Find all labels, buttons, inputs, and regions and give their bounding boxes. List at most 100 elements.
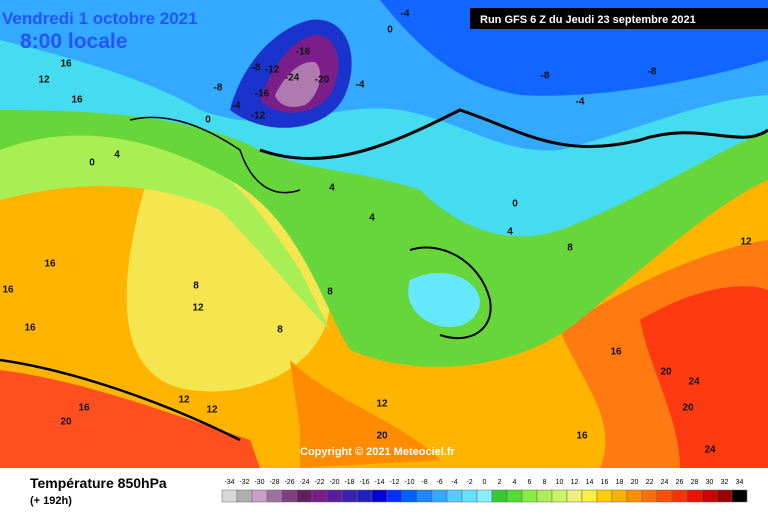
scale-swatch — [476, 489, 493, 503]
scale-label: 30 — [706, 479, 714, 486]
contour-label: 12 — [178, 395, 190, 406]
contour-label: -24 — [285, 73, 300, 84]
contour-label: 20 — [682, 403, 694, 414]
scale-swatch — [296, 489, 313, 503]
scale-label: -30 — [254, 479, 264, 486]
scale-swatch — [716, 489, 733, 503]
scale-swatch — [701, 489, 718, 503]
forecast-time: 8:00 locale — [20, 30, 127, 53]
scale-swatch — [221, 489, 238, 503]
scale-swatch — [461, 489, 478, 503]
contour-label: 16 — [71, 95, 83, 106]
contour-label: 4 — [369, 213, 375, 224]
contour-label: 8 — [193, 281, 199, 292]
footer-lead: (+ 192h) — [30, 495, 72, 507]
contour-label: 16 — [576, 431, 588, 442]
scale-label: -22 — [314, 479, 324, 486]
contour-label: -4 — [232, 101, 241, 112]
contour-label: 8 — [567, 243, 573, 254]
contour-label: 16 — [610, 347, 622, 358]
contour-label: 4 — [507, 227, 513, 238]
scale-swatch — [266, 489, 283, 503]
contour-label: 0 — [89, 158, 95, 169]
contour-label: -16 — [296, 47, 311, 58]
contour-label: 12 — [740, 237, 752, 248]
scale-label: 18 — [616, 479, 624, 486]
scale-label: -12 — [389, 479, 399, 486]
contour-labels: -16 -20 -24 -12 -16 -12 -8 -8 -4 0 -4 -8 -8 -4 -4 0 16 12… — [2, 9, 752, 456]
contour-label: -8 — [648, 67, 657, 78]
contour-label: -8 — [252, 63, 261, 74]
scale-label: -10 — [404, 479, 414, 486]
contour-label: 0 — [205, 115, 211, 126]
scale-swatch — [281, 489, 298, 503]
scale-label: -34 — [224, 479, 234, 486]
contour-label: 16 — [24, 323, 36, 334]
contour-label: 24 — [704, 445, 716, 456]
scale-label: -6 — [436, 479, 442, 486]
contour-label: 20 — [376, 431, 388, 442]
scale-swatch — [731, 489, 748, 503]
contour-label: -16 — [255, 89, 270, 100]
color-scale: -34 -32 -30 -28 -26 -24 -22 -20 -18 -16 -14 -12 -10-… — [221, 479, 748, 503]
scale-label: -2 — [466, 479, 472, 486]
scale-swatch — [491, 489, 508, 503]
scale-label: -20 — [329, 479, 339, 486]
scale-swatch — [386, 489, 403, 503]
scale-swatch — [431, 489, 448, 503]
run-box — [470, 8, 768, 29]
scale-label: 32 — [721, 479, 729, 486]
footer-title: Température 850hPa — [30, 475, 167, 491]
contour-label: -8 — [214, 83, 223, 94]
contour-label: 12 — [192, 303, 204, 314]
scale-label: -14 — [374, 479, 384, 486]
scale-label: 34 — [736, 479, 744, 486]
contour-label: -4 — [401, 9, 410, 20]
scale-swatch — [341, 489, 358, 503]
scale-swatch — [356, 489, 373, 503]
scale-label: -18 — [344, 479, 354, 486]
scale-swatch — [446, 489, 463, 503]
scale-swatch — [551, 489, 568, 503]
scale-swatch — [521, 489, 538, 503]
scale-swatch — [311, 489, 328, 503]
contour-label: -4 — [356, 80, 365, 91]
run-info: Run GFS 6 Z du Jeudi 23 septembre 2021 — [480, 14, 696, 26]
scale-swatch — [506, 489, 523, 503]
scale-label: 6 — [528, 479, 532, 486]
contour-label: -4 — [576, 97, 585, 108]
scale-swatch — [656, 489, 673, 503]
scale-swatch — [686, 489, 703, 503]
contour-label: 16 — [44, 259, 56, 270]
scale-swatch — [401, 489, 418, 503]
contour-label: 0 — [387, 25, 393, 36]
contour-label: 12 — [38, 75, 50, 86]
scale-swatch — [236, 489, 253, 503]
scale-swatch — [371, 489, 388, 503]
contour-label: 16 — [78, 403, 90, 414]
scale-swatch — [641, 489, 658, 503]
scale-swatch — [611, 489, 628, 503]
contour-label: 20 — [660, 367, 672, 378]
copyright: Copyright © 2021 Meteociel.fr — [300, 446, 456, 458]
contour-label: 4 — [114, 150, 120, 161]
scale-label: -8 — [421, 479, 427, 486]
scale-label: -26 — [284, 479, 294, 486]
contour-label: -12 — [251, 111, 266, 122]
contour-label: 12 — [376, 399, 388, 410]
scale-label: 20 — [631, 479, 639, 486]
scale-swatch — [581, 489, 598, 503]
scale-label: 14 — [586, 479, 594, 486]
contour-label: -8 — [541, 71, 550, 82]
scale-swatch — [416, 489, 433, 503]
map-field — [0, 0, 768, 468]
contour-label: 16 — [2, 285, 14, 296]
scale-label: -4 — [451, 479, 457, 486]
scale-label: 22 — [646, 479, 654, 486]
contour-label: -20 — [315, 75, 330, 86]
contour-label: 0 — [512, 199, 518, 210]
scale-swatch — [626, 489, 643, 503]
scale-swatch — [251, 489, 268, 503]
scale-swatch — [326, 489, 343, 503]
